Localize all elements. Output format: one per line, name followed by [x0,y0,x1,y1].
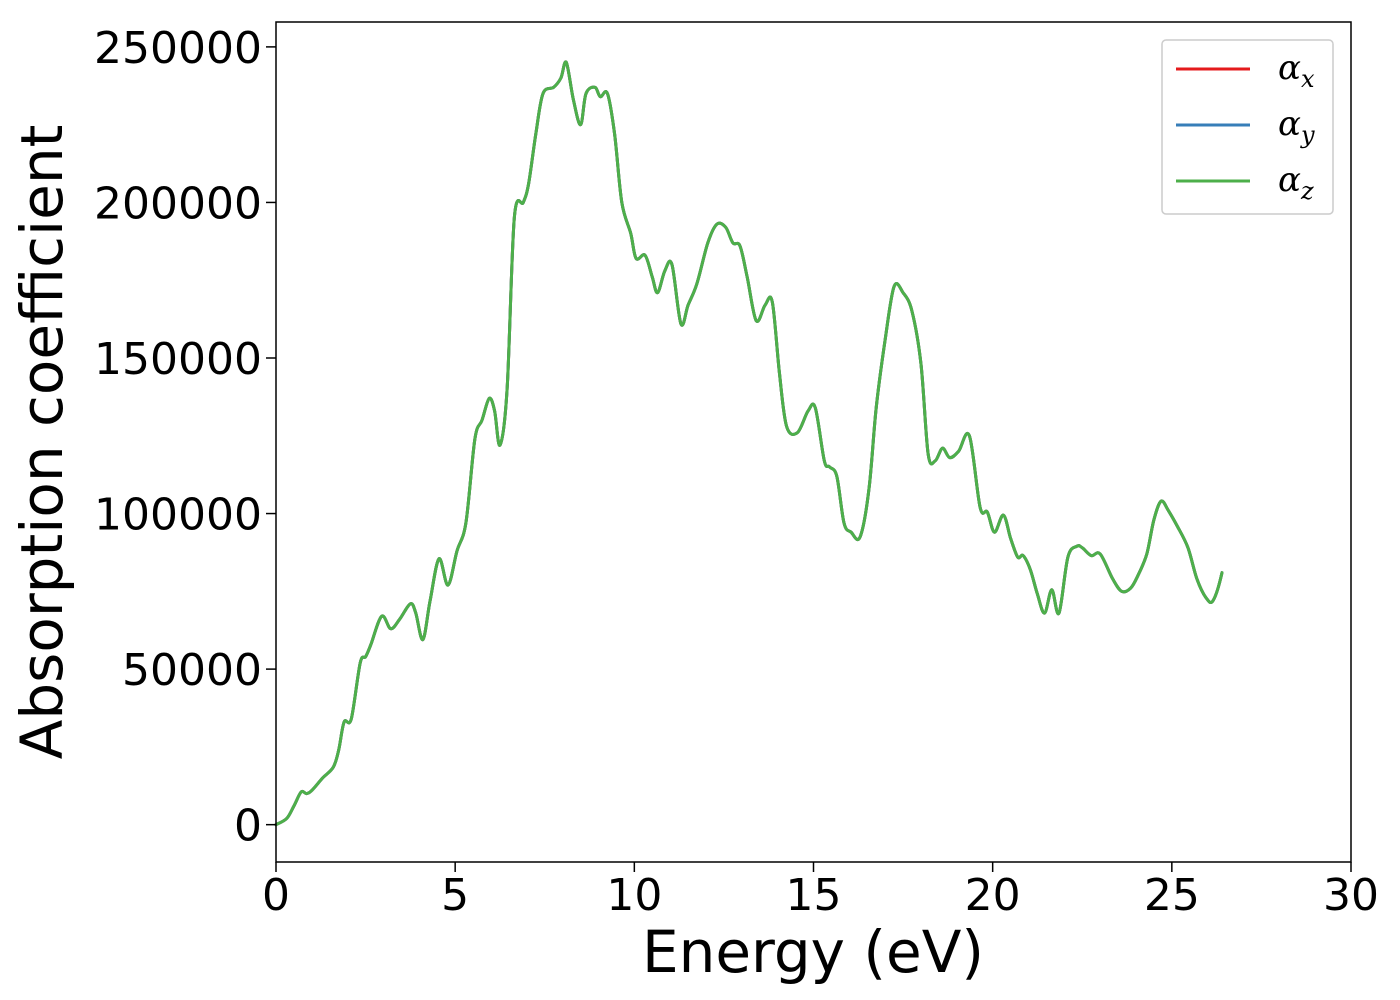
y-tick-label: 100000 [94,490,262,541]
x-axis-title: Energy (eV) [642,918,984,986]
x-tick-label: 25 [1144,870,1200,921]
y-tick-label: 200000 [94,178,262,229]
legend-box [1161,39,1334,215]
y-tick-label: 150000 [94,334,262,385]
x-tick-label: 20 [965,870,1021,921]
y-axis-title: Absorption coefficient [8,125,76,760]
y-tick-label: 50000 [122,645,262,696]
x-tick-label: 5 [441,870,469,921]
x-tick-label: 30 [1323,870,1379,921]
series-line-alpha-x [274,60,1224,827]
legend-label-alpha-z: αz [1278,160,1314,205]
y-tick-label: 250000 [94,23,262,74]
series-lines [274,60,1224,827]
y-axis: 0 50000 100000 150000 200000 250000 [94,23,276,852]
series-line-alpha-y [274,60,1224,827]
x-axis: 0 5 10 15 20 25 30 [262,862,1379,921]
series-line-alpha-z [274,60,1224,827]
y-tick-label: 0 [234,801,262,852]
x-tick-label: 10 [606,870,662,921]
x-tick-label: 15 [786,870,842,921]
x-tick-label: 0 [262,870,290,921]
